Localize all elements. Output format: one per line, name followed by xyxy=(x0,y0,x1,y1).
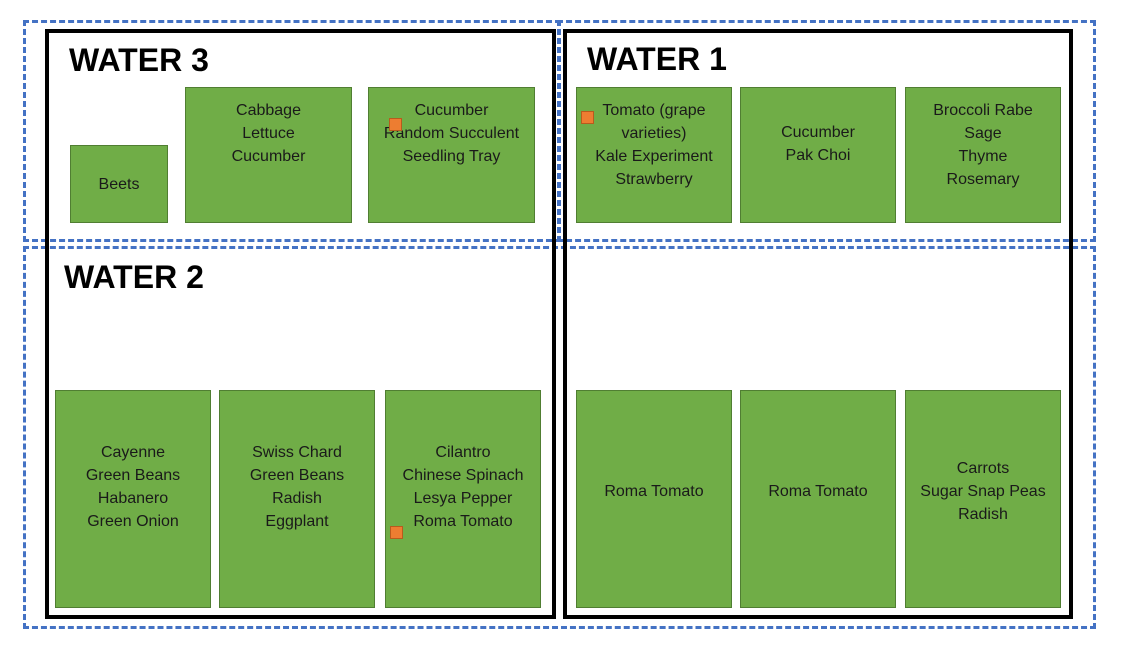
plant-label: Roma Tomato xyxy=(604,482,704,500)
plant-label: Carrots xyxy=(956,459,1010,477)
plot-label: Cucumber Pak Choi xyxy=(781,121,855,167)
plot-label: Cayenne Green Beans Habanero Green Onion xyxy=(86,441,180,533)
marker-square-icon xyxy=(390,526,403,539)
plot-cilantro[interactable]: Cilantro Chinese Spinach Lesya Pepper Ro… xyxy=(385,390,541,608)
plot-label: Beets xyxy=(99,173,140,196)
garden-bed-left xyxy=(45,29,556,619)
plant-label: Radish xyxy=(272,490,322,507)
plant-label: Strawberry xyxy=(615,171,693,188)
plot-swiss-chard[interactable]: Swiss Chard Green Beans Radish Eggplant xyxy=(219,390,375,608)
plant-label: Seedling Tray xyxy=(402,147,501,165)
plot-label: Roma Tomato xyxy=(604,480,703,503)
plant-label: Rosemary xyxy=(946,171,1020,188)
plant-label: Broccoli Rabe xyxy=(933,102,1033,119)
plant-label: Cucumber xyxy=(231,147,306,165)
plot-roma-tomato-1[interactable]: Roma Tomato xyxy=(576,390,732,608)
plant-label: Green Onion xyxy=(87,513,179,530)
plot-broccoli-rabe[interactable]: Broccoli Rabe Sage Thyme Rosemary xyxy=(905,87,1061,223)
plot-cucumber-pakchoi[interactable]: Cucumber Pak Choi xyxy=(740,87,896,223)
plot-cayenne[interactable]: Cayenne Green Beans Habanero Green Onion xyxy=(55,390,211,608)
water-zone-bottom xyxy=(23,246,1096,629)
plot-tomato-grape[interactable]: Tomato (grape varieties) Kale Experiment… xyxy=(576,87,732,223)
plant-label: Sugar Snap Peas xyxy=(920,482,1046,500)
plant-label: Eggplant xyxy=(265,513,329,530)
plot-label: Roma Tomato xyxy=(768,480,867,503)
plant-label: Chinese Spinach xyxy=(402,467,524,484)
garden-bed-right xyxy=(563,29,1073,619)
plant-label: Swiss Chard xyxy=(252,444,342,461)
plot-label: Carrots Sugar Snap Peas Radish xyxy=(920,457,1045,526)
plant-label: Habanero xyxy=(97,490,169,507)
plant-label: Sage xyxy=(964,125,1002,142)
plot-label: Tomato (grape varieties) Kale Experiment… xyxy=(595,99,712,191)
zone-title-water-3: WATER 3 xyxy=(69,42,209,78)
water-zone-top-right xyxy=(557,20,1096,242)
plant-label: Beets xyxy=(98,175,140,193)
plot-label: Broccoli Rabe Sage Thyme Rosemary xyxy=(933,99,1033,191)
plant-label: Cucumber xyxy=(414,101,489,119)
marker-square-icon xyxy=(581,111,594,124)
plant-label: Cucumber xyxy=(781,124,855,141)
plant-label: Thyme xyxy=(958,148,1008,165)
plot-label: Cilantro Chinese Spinach Lesya Pepper Ro… xyxy=(403,441,524,533)
plant-label: Lettuce xyxy=(242,124,295,142)
zone-title-water-1: WATER 1 xyxy=(587,41,727,77)
plant-label: Roma Tomato xyxy=(413,513,513,530)
plant-label: Green Beans xyxy=(249,467,345,484)
plant-label: Roma Tomato xyxy=(768,482,868,500)
plant-label: Cabbage xyxy=(236,101,301,119)
plot-beets[interactable]: Beets xyxy=(70,145,168,223)
plant-label: Lesya Pepper xyxy=(413,490,513,507)
plant-label: Cilantro xyxy=(435,444,491,461)
plant-label: Green Beans xyxy=(85,467,181,484)
plot-cucumber-tray[interactable]: Cucumber Random Succulent Seedling Tray xyxy=(368,87,535,223)
plot-cabbage[interactable]: Cabbage Lettuce Cucumber xyxy=(185,87,352,223)
plot-carrots[interactable]: Carrots Sugar Snap Peas Radish xyxy=(905,390,1061,608)
plant-label: Cayenne xyxy=(100,444,166,461)
zone-title-water-2: WATER 2 xyxy=(64,259,204,295)
plot-label: Cabbage Lettuce Cucumber xyxy=(232,99,306,168)
plant-label: Tomato (grape xyxy=(602,102,706,119)
plant-label: Radish xyxy=(958,505,1008,523)
plant-label: Random Succulent xyxy=(383,124,520,142)
plot-label: Swiss Chard Green Beans Radish Eggplant xyxy=(250,441,344,533)
plant-label: Pak Choi xyxy=(785,147,851,164)
plot-roma-tomato-2[interactable]: Roma Tomato xyxy=(740,390,896,608)
marker-square-icon xyxy=(389,118,402,131)
plot-label: Cucumber Random Succulent Seedling Tray xyxy=(384,99,519,168)
plant-label: varieties) xyxy=(621,125,687,142)
plant-label: Kale Experiment xyxy=(595,148,713,165)
